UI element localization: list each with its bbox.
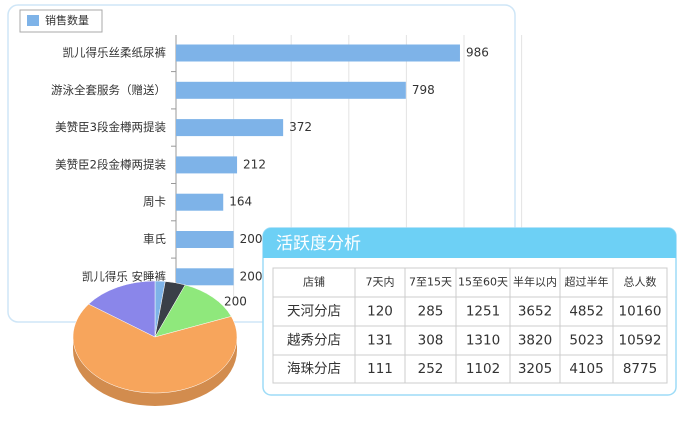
bar [176,268,234,286]
table-cell [612,354,668,384]
table-header-cell: 店铺 [303,275,325,289]
table-cell [455,354,511,384]
value-label: 212 [243,157,266,171]
table-header-cell: 7至15天 [409,276,452,289]
table-cell [354,267,406,298]
table-header-bar [263,228,676,258]
table-cell [509,267,561,298]
category-label: 美赞臣3段金樽两提装 [55,120,166,134]
bar [176,81,406,99]
legend-swatch [27,15,39,26]
table-cell [559,354,614,384]
value-label: 798 [412,83,435,97]
table-title: 活跃度分析 [276,234,361,254]
pie-side [73,337,237,406]
table-cell [559,296,614,327]
table-cell-text: 1102 [466,361,500,377]
pie-chart: 200 [72,280,247,406]
table-cell-text: 5023 [569,333,603,349]
table-cell-text: 越秀分店 [287,333,341,349]
pie-slice [154,284,232,338]
table-cell-text: 111 [367,361,393,377]
table-cell-text: 3820 [518,333,552,349]
table-header-cell: 半年以内 [513,275,557,289]
bar [176,44,460,62]
table-cell [272,354,356,384]
value-label: 986 [466,46,489,60]
table-cell-text: 285 [418,304,444,320]
table-cell [455,267,511,298]
table-cell [404,296,457,327]
table-cell [509,354,561,384]
legend-box [19,9,103,33]
table-cell-text: 1310 [466,333,500,349]
bar [176,156,238,174]
bar-chart: 凯儿得乐丝柔纸尿裤 986 游泳全套服务（赠送） 798 美赞臣3段金樽两提装 372 美赞… [51,35,523,300]
pie-annotation: 200 [224,295,247,309]
bar [176,119,284,137]
table-cell [559,267,614,298]
table-cell [509,296,561,327]
table-cell [354,296,406,327]
table-cell-text: 1251 [466,304,500,320]
table-cell-text: 天河分店 [287,304,341,320]
table-cell-text: 10592 [619,333,662,349]
table-cell-text: 4852 [569,304,603,320]
table-cell-text: 3652 [518,304,552,320]
table-cell-text: 252 [418,361,444,377]
category-label: 凯儿得乐 安睡裤 [82,269,166,283]
table-cell-text: 120 [367,304,393,320]
table-cell-text: 4105 [569,361,603,377]
table-cell-text: 海珠分店 [287,361,341,377]
table-cell [455,325,511,356]
category-label: 美赞臣2段金樽两提装 [55,157,166,171]
table-header-cell: 总人数 [624,275,657,289]
table-cell-text: 8775 [623,361,657,377]
table-cell [404,267,457,298]
table-cell-text: 131 [367,333,393,349]
table-cell [272,267,356,298]
bar [176,231,234,248]
table-cell-text: 3205 [518,361,552,377]
category-label: 凯儿得乐丝柔纸尿裤 [63,46,167,60]
value-label: 164 [229,195,252,209]
table-header-cell: 7天内 [366,275,395,289]
pie-slice [72,303,238,394]
table-header-cell: 超过半年 [565,275,609,289]
value-label: 200 [240,269,263,283]
legend-label: 销售数量 [45,13,89,27]
table-cell [612,296,668,327]
table-header-cell: 15至60天 [458,276,508,289]
pie-slice [88,280,156,338]
value-label: 200 [240,232,263,246]
category-label: 游泳全套服务（赠送） [51,83,166,97]
table-cell [455,296,511,327]
table-cell-text: 308 [418,333,444,349]
category-label: 車氏 [143,232,166,246]
value-label: 372 [289,120,312,134]
category-label: 周卡 [143,195,166,209]
table-cell-text: 10160 [619,304,662,320]
bar [176,193,224,211]
